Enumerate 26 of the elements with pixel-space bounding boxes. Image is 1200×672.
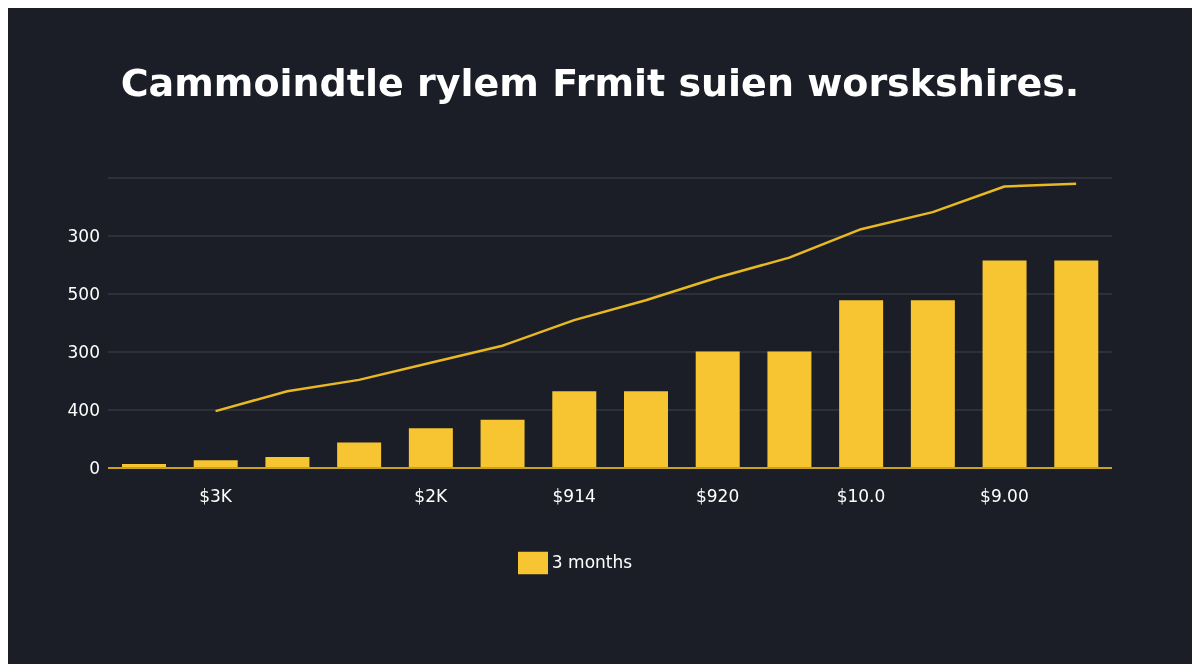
bar — [695, 351, 740, 468]
bar — [193, 460, 238, 468]
bar — [910, 300, 955, 468]
bar — [624, 391, 668, 468]
text: 500 — [67, 284, 100, 305]
chart-title: Cammoindtle rylem Frmit suien worskshires. — [120, 61, 1080, 105]
bar — [982, 260, 1027, 468]
bar — [552, 391, 597, 468]
bar — [337, 442, 382, 468]
bar — [408, 428, 453, 468]
text: 300 — [67, 226, 100, 247]
text: 400 — [67, 400, 100, 421]
x-tick-label: $9.00 — [980, 486, 1029, 507]
legend-label: 3 months — [551, 552, 633, 572]
x-tick-label: $2K — [414, 486, 448, 507]
bar — [265, 456, 310, 468]
text: 300 — [67, 342, 100, 363]
bar — [767, 351, 812, 468]
x-tick-label: $914 — [552, 486, 596, 507]
bar — [839, 300, 884, 468]
x-tick-label: $10.0 — [836, 486, 886, 507]
x-tick-label: $3K — [199, 486, 233, 507]
bar — [480, 419, 525, 468]
text: 0 — [89, 458, 100, 479]
x-tick-label: $920 — [695, 486, 740, 507]
bar — [1054, 260, 1099, 468]
